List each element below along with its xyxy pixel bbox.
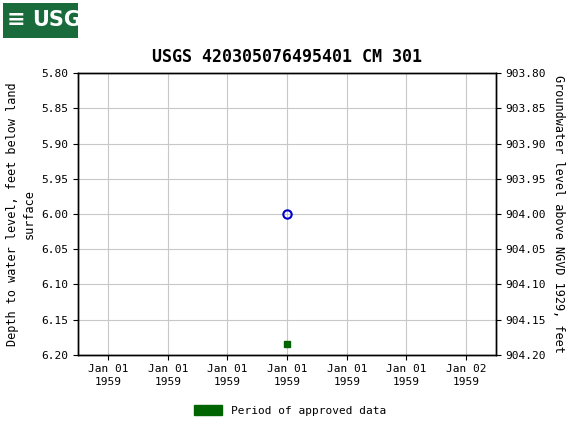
Y-axis label: Depth to water level, feet below land
surface: Depth to water level, feet below land su…	[6, 82, 36, 346]
Text: USGS: USGS	[32, 10, 96, 31]
Legend: Period of approved data: Period of approved data	[190, 400, 390, 420]
Text: ≡: ≡	[7, 10, 26, 31]
Title: USGS 420305076495401 CM 301: USGS 420305076495401 CM 301	[152, 48, 422, 66]
FancyBboxPatch shape	[3, 3, 78, 37]
Y-axis label: Groundwater level above NGVD 1929, feet: Groundwater level above NGVD 1929, feet	[552, 75, 565, 353]
